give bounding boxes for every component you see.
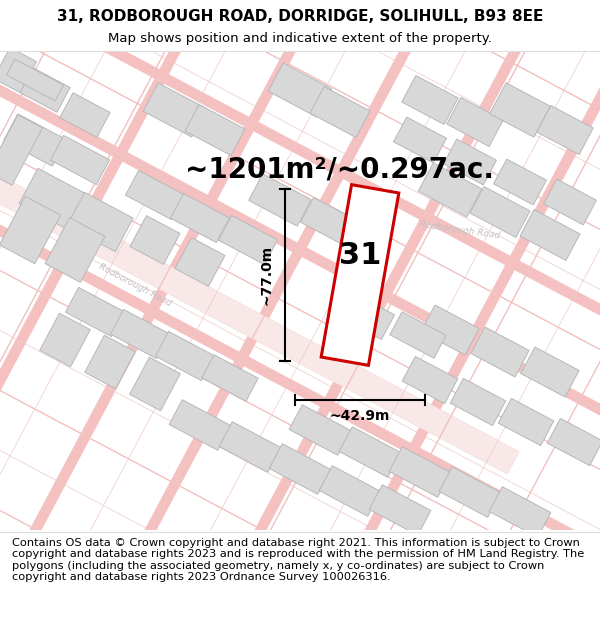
Polygon shape — [218, 216, 278, 264]
Polygon shape — [45, 217, 105, 282]
Polygon shape — [0, 0, 600, 389]
Polygon shape — [65, 288, 125, 337]
Polygon shape — [389, 447, 451, 498]
Polygon shape — [0, 11, 600, 489]
Polygon shape — [4, 114, 67, 166]
Polygon shape — [390, 312, 446, 358]
Polygon shape — [402, 76, 458, 124]
Polygon shape — [0, 0, 410, 625]
Polygon shape — [0, 76, 519, 474]
Polygon shape — [185, 104, 245, 156]
Polygon shape — [321, 184, 399, 366]
Polygon shape — [155, 331, 215, 381]
Polygon shape — [0, 151, 600, 625]
Polygon shape — [130, 216, 180, 264]
Polygon shape — [537, 106, 593, 154]
Polygon shape — [450, 378, 506, 426]
Text: 31: 31 — [339, 241, 381, 269]
Polygon shape — [394, 117, 446, 163]
Polygon shape — [50, 136, 110, 184]
Text: Rodborough Road: Rodborough Road — [97, 262, 173, 308]
Text: Rodborough Road: Rodborough Road — [419, 220, 501, 240]
Polygon shape — [268, 63, 332, 117]
Polygon shape — [494, 159, 547, 205]
Polygon shape — [544, 179, 596, 225]
Polygon shape — [421, 305, 479, 355]
Text: ~42.9m: ~42.9m — [330, 409, 390, 423]
Polygon shape — [520, 209, 580, 261]
Polygon shape — [0, 76, 519, 474]
Polygon shape — [125, 171, 185, 219]
Text: 31, RODBOROUGH ROAD, DORRIDGE, SOLIHULL, B93 8EE: 31, RODBOROUGH ROAD, DORRIDGE, SOLIHULL,… — [57, 9, 543, 24]
Polygon shape — [85, 335, 136, 389]
Polygon shape — [335, 291, 395, 339]
Polygon shape — [521, 347, 579, 397]
Polygon shape — [443, 139, 496, 185]
Polygon shape — [369, 485, 431, 535]
Polygon shape — [20, 68, 70, 112]
Polygon shape — [490, 82, 550, 138]
Polygon shape — [130, 357, 181, 411]
Polygon shape — [498, 398, 554, 446]
Polygon shape — [471, 327, 529, 377]
Polygon shape — [19, 168, 91, 232]
Polygon shape — [402, 356, 458, 404]
Polygon shape — [170, 193, 230, 242]
Polygon shape — [470, 186, 530, 238]
Polygon shape — [219, 422, 281, 472]
Polygon shape — [0, 0, 296, 625]
Polygon shape — [439, 467, 501, 518]
Polygon shape — [202, 355, 258, 401]
Polygon shape — [489, 487, 551, 538]
Polygon shape — [67, 192, 133, 252]
Polygon shape — [289, 405, 351, 455]
Polygon shape — [314, 0, 600, 625]
Polygon shape — [418, 163, 482, 217]
Polygon shape — [310, 86, 370, 138]
Polygon shape — [0, 115, 43, 185]
Polygon shape — [205, 0, 600, 625]
Polygon shape — [7, 59, 64, 101]
Polygon shape — [169, 400, 231, 450]
Polygon shape — [339, 427, 401, 478]
Polygon shape — [40, 313, 91, 367]
Polygon shape — [547, 418, 600, 466]
Polygon shape — [319, 466, 381, 516]
Polygon shape — [94, 0, 526, 625]
Polygon shape — [269, 444, 331, 494]
Polygon shape — [60, 92, 110, 138]
Polygon shape — [248, 174, 311, 226]
Text: Contains OS data © Crown copyright and database right 2021. This information is : Contains OS data © Crown copyright and d… — [12, 538, 584, 582]
Text: ~1201m²/~0.297ac.: ~1201m²/~0.297ac. — [185, 156, 494, 184]
Polygon shape — [0, 196, 61, 264]
Polygon shape — [447, 98, 503, 146]
Polygon shape — [301, 198, 359, 247]
Polygon shape — [175, 238, 225, 286]
Polygon shape — [0, 48, 37, 92]
Polygon shape — [143, 83, 207, 137]
Text: Map shows position and indicative extent of the property.: Map shows position and indicative extent… — [108, 32, 492, 45]
Text: ~77.0m: ~77.0m — [260, 245, 274, 305]
Polygon shape — [110, 309, 170, 359]
